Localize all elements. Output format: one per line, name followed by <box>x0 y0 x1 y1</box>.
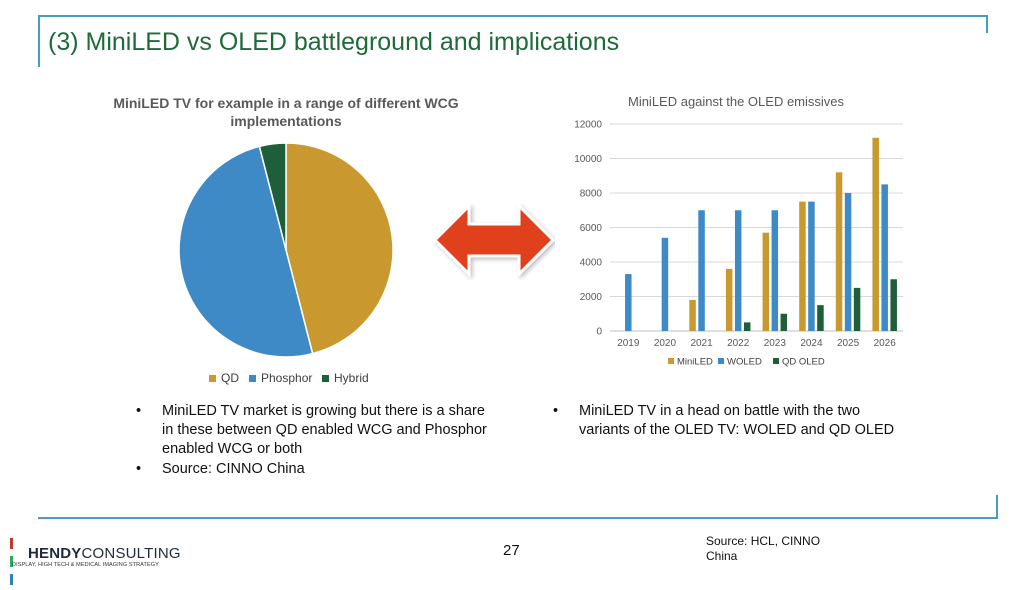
logo-bar-red <box>10 538 13 549</box>
x-tick-label: 2026 <box>874 338 897 349</box>
bullet-dot: • <box>553 403 559 419</box>
bar-woled-2022 <box>734 210 742 331</box>
x-tick-label: 2024 <box>800 338 823 349</box>
pie-chart-title: MiniLED TV for example in a range of dif… <box>113 95 459 129</box>
bar-miniled-2026 <box>872 137 879 331</box>
x-tick-label: 2019 <box>617 338 640 349</box>
pie-legend-qd: QD <box>209 371 239 385</box>
bar-woled-2025 <box>844 193 852 331</box>
bar-chart: MiniLED against the OLED emissives 0 2000… <box>574 94 903 368</box>
x-tick-label: 2023 <box>764 338 787 349</box>
bar-miniled-2024 <box>799 201 806 331</box>
y-tick-label: 12000 <box>574 120 602 131</box>
bottom-rule <box>38 517 998 519</box>
legend-swatch-qd <box>209 375 216 383</box>
left-bullet-2: • Source: CINNO China <box>136 460 496 479</box>
bar-qd-oled-2025 <box>853 287 861 331</box>
left-bullet-text-2: Source: CINNO China <box>162 461 305 477</box>
bar-woled-2019 <box>625 274 632 331</box>
y-tick-label: 10000 <box>574 154 602 165</box>
y-tick-label: 4000 <box>580 258 603 269</box>
pie-slice-hybrid <box>258 142 287 251</box>
logo-bar-green <box>10 556 13 567</box>
right-bullet-text-1: MiniLED TV in a head on battle with the … <box>579 403 895 438</box>
right-bullet-list: • MiniLED TV in a head on battle with the… <box>553 402 903 441</box>
bar-miniled-2025 <box>835 172 843 331</box>
bar-qd-oled-2026 <box>890 279 897 331</box>
x-tick-label: 2021 <box>690 338 713 349</box>
legend-label-miniled: MiniLED <box>677 357 713 368</box>
logo-bars <box>10 536 14 585</box>
source-note: Source: HCL, CINNO China <box>706 534 821 563</box>
slide-title: (3) MiniLED vs OLED battleground and imp… <box>48 28 620 56</box>
bar-woled-2024 <box>808 201 815 331</box>
legend-label-phosphor: Phosphor <box>261 371 313 385</box>
top-rule <box>38 15 988 17</box>
x-tick-label: 2022 <box>727 338 750 349</box>
bar-woled-2026 <box>881 184 888 331</box>
left-bullet-text-1: MiniLED TV market is growing but there i… <box>162 403 487 457</box>
legend-swatch-miniled <box>668 358 674 364</box>
legend-label-hybrid: Hybrid <box>334 371 369 385</box>
left-bullet-list: • MiniLED TV market is growing but there … <box>136 402 496 480</box>
bar-chart-title: MiniLED against the OLED emissives <box>628 94 845 109</box>
y-tick-label: 8000 <box>580 189 603 200</box>
pie-chart <box>178 142 394 358</box>
pie-legend-phosphor: Phosphor <box>249 371 312 385</box>
y-tick-label: 2000 <box>580 292 603 303</box>
logo-word-main: HENDY <box>28 545 82 562</box>
legend-label-qd-oled: QD OLED <box>782 357 825 368</box>
legend-swatch-hybrid <box>322 375 329 383</box>
bar-miniled-2022 <box>725 268 733 331</box>
page-number: 27 <box>503 542 520 559</box>
y-tick-label: 0 <box>596 327 602 338</box>
bar-miniled-2021 <box>689 299 696 331</box>
bullet-dot: • <box>136 403 142 419</box>
logo-wordmark: HENDYCONSULTING <box>28 545 181 562</box>
y-tick-label: 6000 <box>580 223 603 234</box>
logo-bar-blue <box>10 574 13 585</box>
logo-tagline: DISPLAY, HIGH TECH & MEDICAL IMAGING STR… <box>12 562 159 568</box>
legend-swatch-phosphor <box>249 375 256 383</box>
pie-legend-hybrid: Hybrid <box>322 371 369 385</box>
bar-qd-oled-2024 <box>817 305 824 331</box>
bar-miniled-2023 <box>762 232 770 331</box>
legend-label-qd: QD <box>221 371 239 385</box>
bar-qd-oled-2022 <box>743 322 751 331</box>
double-arrow-icon <box>433 204 555 278</box>
bar-woled-2021 <box>698 210 705 331</box>
right-bullet-1: • MiniLED TV in a head on battle with the… <box>553 402 903 440</box>
bar-woled-2023 <box>771 210 779 331</box>
legend-swatch-qd-oled <box>773 358 779 364</box>
bullet-dot: • <box>136 461 142 477</box>
left-bullet-1: • MiniLED TV market is growing but there … <box>136 402 496 459</box>
x-tick-label: 2020 <box>654 338 677 349</box>
top-rule-end <box>986 15 988 33</box>
logo-word-second: CONSULTING <box>81 545 181 562</box>
bar-woled-2020 <box>661 237 669 331</box>
left-rule <box>38 15 40 67</box>
x-tick-label: 2025 <box>837 338 860 349</box>
bar-qd-oled-2023 <box>780 313 788 331</box>
pie-slice-phosphor <box>178 145 314 358</box>
bottom-rule-end <box>996 495 998 519</box>
legend-swatch-woled <box>718 358 724 364</box>
legend-label-woled: WOLED <box>727 357 762 368</box>
pie-slice-qd <box>285 142 394 355</box>
